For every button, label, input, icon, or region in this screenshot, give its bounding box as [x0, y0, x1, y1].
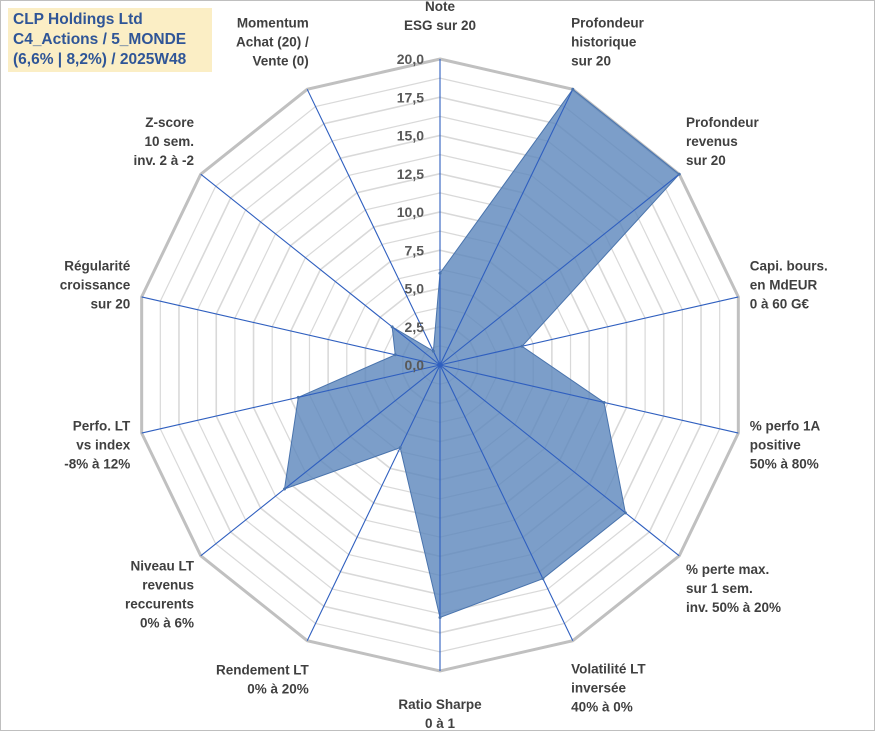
axis-label-line: sur 20 [571, 54, 611, 69]
data-point [390, 325, 394, 329]
data-point [393, 353, 397, 357]
tick-label: 17,5 [397, 89, 424, 105]
axis-spoke [141, 364, 441, 434]
tick-label: 2,5 [405, 319, 425, 335]
company-name: CLP Holdings Ltd [13, 11, 143, 28]
data-point [438, 271, 442, 275]
axis-label-line: Niveau LT [130, 558, 194, 573]
axis-spoke [439, 364, 574, 641]
axis-label-line: ESG sur 20 [404, 18, 476, 33]
data-point [431, 349, 435, 353]
axis-label-line: % perte max. [686, 562, 769, 577]
axis-label-line: 40% à 0% [571, 699, 633, 714]
tick-label: 0,0 [405, 357, 425, 373]
axis-label-line: 0 à 1 [425, 716, 456, 731]
axis-spoke [200, 173, 441, 366]
axis-label-line: 0% à 6% [140, 615, 194, 630]
axis-label-line: Profondeur [686, 115, 759, 130]
axis-label: Régularité croissance sur 20 [60, 259, 131, 312]
axis-label: Capi. bours. en MdEUR 0 à 60 G€ [750, 259, 828, 312]
tick-label: 7,5 [405, 242, 425, 258]
axis-label-line: positive [750, 437, 802, 452]
axis-label-line: 50% à 80% [750, 456, 819, 471]
tick-label: 10,0 [397, 204, 424, 220]
data-point [623, 511, 627, 515]
axis-label-line: Z-score [145, 115, 194, 130]
axis-label-line: Vente (0) [253, 54, 309, 69]
axis-label-line: Momentum [237, 16, 309, 31]
axis-label-line: Note [425, 0, 455, 14]
axis-label-line: 0% à 20% [247, 681, 309, 696]
axis-label: Z-score 10 sem. inv. 2 à -2 [133, 115, 194, 168]
axis-label: Perfo. LT vs index -8% à 12% [64, 418, 131, 471]
axis-label: % perfo 1A positive 50% à 80% [750, 418, 821, 471]
axis-label-line: Perfo. LT [73, 418, 131, 433]
data-point [296, 395, 300, 399]
axis-label: Niveau LT revenus reccurents 0% à 6% [125, 558, 195, 630]
axis-spoke [306, 364, 441, 641]
performance-line: (6,6% | 8,2%) / 2025W48 [13, 51, 187, 68]
axis-spoke [141, 296, 441, 366]
axis-label: Ratio Sharpe 0 à 1 [398, 697, 482, 731]
data-point [282, 487, 286, 491]
axis-label-line: -8% à 12% [64, 456, 130, 471]
axis-label-line: Ratio Sharpe [398, 697, 482, 712]
axis-label-line: Capi. bours. [750, 259, 828, 274]
axis-label-line: croissance [60, 278, 131, 293]
axis-label-line: sur 1 sem. [686, 581, 753, 596]
data-point [520, 344, 524, 348]
axis-label-line: inv. 2 à -2 [133, 153, 194, 168]
axis-spoke [439, 173, 680, 366]
axis-label-line: vs index [76, 437, 131, 452]
axis-label-line: Profondeur [571, 16, 644, 31]
axis-spoke [200, 364, 441, 557]
data-point [438, 615, 442, 619]
data-point [602, 400, 606, 404]
tick-label: 5,0 [405, 281, 425, 297]
axis-label-line: historique [571, 35, 637, 50]
axis-label: Profondeur historique sur 20 [571, 16, 644, 69]
axis-label-line: sur 20 [686, 153, 726, 168]
data-point [398, 446, 402, 450]
axis-label: Rendement LT 0% à 20% [216, 662, 310, 696]
axis-label-line: inversée [571, 680, 626, 695]
axis-spoke [439, 364, 739, 434]
tick-label: 12,5 [397, 166, 424, 182]
data-point [571, 87, 575, 91]
axis-label-line: Volatilité LT [571, 661, 646, 676]
axis-spoke [439, 364, 680, 557]
axis-label-line: revenus [686, 134, 738, 149]
axis-label: Volatilité LT inversée 40% à 0% [571, 661, 646, 714]
axis-label-line: 10 sem. [144, 134, 194, 149]
axis-label-line: 0 à 60 G€ [750, 297, 810, 312]
data-point [677, 172, 681, 176]
data-point [541, 577, 545, 581]
axis-label-line: Régularité [64, 259, 131, 274]
axis-spoke [439, 89, 574, 366]
axis-label: Note ESG sur 20 [404, 0, 476, 33]
axis-label: % perte max. sur 1 sem. inv. 50% à 20% [686, 562, 781, 615]
chart-header: CLP Holdings Ltd C4_Actions / 5_MONDE (6… [8, 8, 212, 72]
axis-label: Momentum Achat (20) / Vente (0) [236, 16, 309, 69]
axis-label: Profondeur revenus sur 20 [686, 115, 759, 168]
axis-spoke [439, 296, 739, 366]
axis-label-line: % perfo 1A [750, 418, 821, 433]
axis-label-line: en MdEUR [750, 278, 818, 293]
data-area [283, 88, 680, 619]
axis-label-line: reccurents [125, 596, 194, 611]
tick-label: 20,0 [397, 51, 424, 67]
axis-label-line: sur 20 [90, 297, 130, 312]
axis-label-line: Rendement LT [216, 662, 310, 677]
axis-label-line: revenus [142, 577, 194, 592]
portfolio-line: C4_Actions / 5_MONDE [13, 31, 187, 48]
axis-spoke [306, 89, 441, 366]
tick-label: 15,0 [397, 128, 424, 144]
axis-label-line: inv. 50% à 20% [686, 600, 781, 615]
axis-label-line: Achat (20) / [236, 35, 309, 50]
